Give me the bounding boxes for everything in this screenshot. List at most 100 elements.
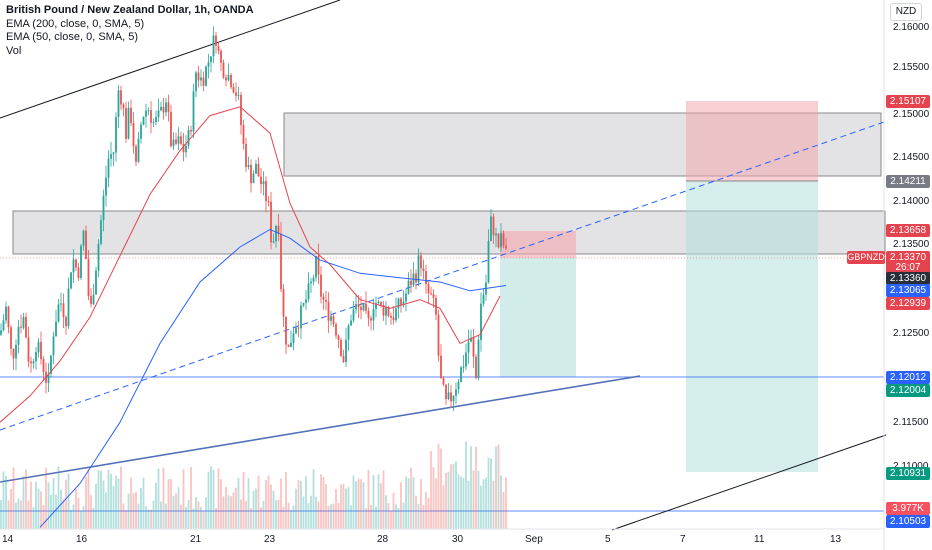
- candle-body: [155, 116, 157, 123]
- volume-bar: [110, 473, 112, 529]
- position-stop-area[interactable]: [500, 231, 576, 258]
- last-price-badge[interactable]: 2.13370: [886, 251, 930, 264]
- volume-bar: [240, 499, 242, 529]
- volume-bar: [252, 490, 255, 529]
- price-badge-lower-green[interactable]: 2.10931: [886, 467, 930, 480]
- candle-body: [87, 259, 90, 297]
- candle-body: [27, 337, 30, 362]
- candle-body: [230, 74, 232, 88]
- volume-bar: [285, 471, 287, 529]
- volume-bar: [197, 501, 200, 529]
- volume-bar: [265, 479, 267, 529]
- ema200-line[interactable]: [39, 228, 507, 528]
- candle-body: [85, 230, 87, 260]
- volume-bar: [312, 469, 315, 529]
- price-tick: 2.15000: [893, 109, 930, 120]
- volume-bar: [130, 477, 132, 529]
- candle-body: [105, 177, 107, 196]
- symbol-badge[interactable]: GBPNZD: [847, 251, 885, 264]
- ascending-support-line[interactable]: [0, 375, 641, 483]
- candle-body: [415, 273, 417, 283]
- volume-bar: [112, 486, 115, 529]
- volume-bar: [10, 489, 12, 529]
- volume-bar: [57, 466, 60, 529]
- candle-body: [112, 152, 115, 155]
- candle-body: [490, 216, 492, 241]
- candle-body: [95, 270, 97, 295]
- volume-bar: [302, 496, 305, 529]
- volume-bar: [242, 472, 245, 529]
- volume-bar: [220, 479, 222, 529]
- volume-bar: [392, 492, 395, 529]
- volume-bar: [275, 500, 277, 529]
- volume-bar: [152, 500, 155, 529]
- upper-channel-line[interactable]: [0, 0, 341, 119]
- price-badge-zone-top[interactable]: 2.14211: [886, 175, 930, 188]
- candle-body: [405, 293, 407, 302]
- volume-bar: [147, 509, 150, 529]
- volume-legend[interactable]: Vol: [6, 44, 22, 57]
- position2-target-area[interactable]: [686, 181, 818, 472]
- volume-bar: [432, 467, 435, 529]
- price-badge-support-green[interactable]: 2.12004: [886, 384, 930, 397]
- candle-body: [375, 303, 377, 310]
- volume-bar: [367, 469, 370, 529]
- volume-bar: [80, 510, 82, 529]
- price-badge-tp-upper[interactable]: 2.15107: [886, 95, 930, 108]
- chart-title[interactable]: British Pound / New Zealand Dollar, 1h, …: [6, 4, 254, 16]
- candle-body: [47, 373, 50, 383]
- volume-bar: [402, 502, 405, 529]
- candle-body: [72, 259, 75, 273]
- price-badge-ema200[interactable]: 2.13065: [886, 284, 930, 297]
- volume-bar: [132, 493, 135, 529]
- volume-bar: [487, 457, 490, 529]
- candle-body: [290, 342, 292, 347]
- candle-body: [200, 77, 202, 81]
- volume-bar: [345, 488, 347, 529]
- price-badge-entry-top[interactable]: 2.13658: [886, 224, 930, 237]
- price-badge-ema50[interactable]: 2.13360: [886, 272, 930, 285]
- candle-body: [460, 367, 462, 383]
- position-target-area[interactable]: [500, 258, 576, 377]
- ema50-legend[interactable]: EMA (50, close, 0, SMA, 5): [6, 31, 139, 43]
- volume-bar: [75, 489, 77, 529]
- candle-body: [192, 91, 195, 132]
- candle-body: [92, 294, 95, 305]
- dashed-trend-line[interactable]: [0, 121, 885, 431]
- volume-badge[interactable]: 3.977K: [886, 502, 930, 515]
- candle-body: [302, 302, 305, 306]
- candle-body: [502, 233, 505, 246]
- candle-body: [37, 341, 40, 353]
- candle-body: [345, 339, 347, 363]
- volume-bar: [67, 473, 70, 529]
- volume-bar: [180, 504, 182, 529]
- volume-bar: [150, 509, 152, 529]
- candle-body: [20, 326, 22, 328]
- candle-body: [70, 272, 72, 289]
- currency-button[interactable]: NZD: [890, 3, 922, 21]
- candle-body: [285, 316, 287, 345]
- candle-body: [65, 317, 67, 327]
- price-badge-bottom-blue[interactable]: 2.10503: [886, 515, 930, 528]
- volume-bar: [377, 474, 380, 529]
- position2-stop-area[interactable]: [686, 101, 818, 181]
- candle-body: [220, 50, 222, 63]
- date-tick: 11: [754, 534, 765, 545]
- ema50-line[interactable]: [0, 106, 501, 423]
- volume-bar: [70, 510, 72, 529]
- volume-bar: [2, 471, 5, 529]
- volume-bar: [237, 477, 240, 529]
- lower-channel-line[interactable]: [611, 434, 887, 531]
- candle-body: [42, 359, 45, 372]
- volume-bar: [72, 504, 75, 529]
- volume-bar: [305, 476, 307, 529]
- candle-body: [255, 163, 257, 174]
- price-badge-ema-red[interactable]: 2.12939: [886, 297, 930, 310]
- volume-bar: [452, 463, 455, 529]
- volume-bar: [375, 506, 377, 529]
- candle-body: [25, 316, 27, 338]
- price-badge-support-blue[interactable]: 2.12012: [886, 371, 930, 384]
- candle-body: [387, 307, 390, 316]
- ema200-legend[interactable]: EMA (200, close, 0, SMA, 5): [6, 17, 145, 30]
